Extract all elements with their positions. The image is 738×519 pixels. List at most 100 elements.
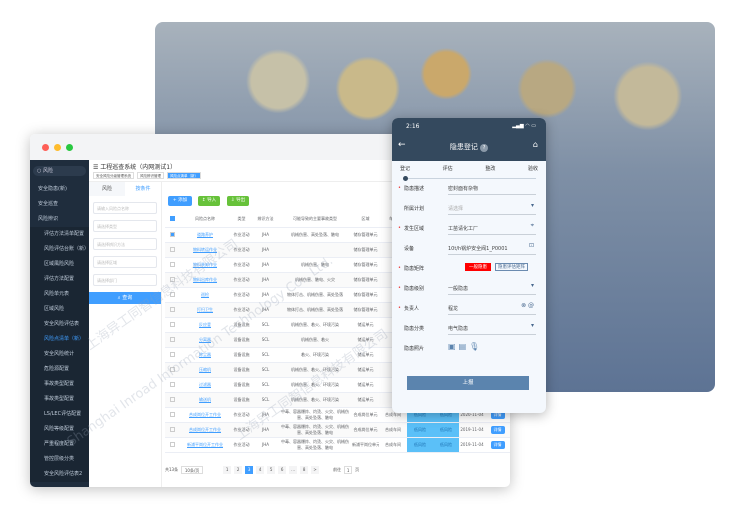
row-checkbox[interactable] [165,227,180,243]
risk-point-link[interactable]: 反应釜 [180,317,230,333]
risk-point-link[interactable]: 分离器 [180,332,230,348]
chevron-down-icon[interactable]: ▾ [530,322,534,329]
sidebar-item[interactable]: 风险等级配置 [30,422,89,437]
risk-point-link[interactable]: 合成岗位开工作业 [180,407,230,423]
sidebar-item[interactable]: 严重程度配置 [30,437,89,452]
page-size-select[interactable]: 10条/页 [181,466,204,474]
row-checkbox[interactable] [165,392,180,408]
detail-button[interactable]: 详情 [490,425,505,434]
filter-input[interactable]: 请选择区域 [93,256,157,268]
row-checkbox[interactable] [165,287,180,303]
filter-input[interactable]: 请输入风险点名称 [93,202,157,214]
field-input[interactable]: 密封面有杂物 [448,182,536,195]
row-checkbox[interactable] [165,272,180,288]
page-tab[interactable]: 风险点清单（新） [167,172,201,179]
risk-point-link[interactable]: 过滤器 [180,377,230,393]
page-button[interactable]: ... [289,466,298,474]
sidebar-item[interactable]: 安全风险评估表 [30,317,89,332]
sidebar-item[interactable]: 管控层级分类 [30,452,89,467]
video-add-icon[interactable]: ▤ [458,342,470,351]
chevron-down-icon[interactable]: ▾ [530,282,534,289]
page-tab[interactable]: 安全风险分级管理系统 [93,172,134,179]
row-checkbox[interactable] [165,302,180,318]
image-add-icon[interactable]: ▣ [448,342,459,351]
sidebar-item[interactable]: 安全隐患(新) [38,186,67,192]
filter-input[interactable]: 请选择部门 [93,274,157,286]
field-input[interactable]: 一般隐患 [448,282,536,295]
sidebar-item[interactable]: 区域風险风险 [30,257,89,272]
sidebar-item[interactable]: 安全风险统计 [30,347,89,362]
microphone-icon[interactable]: 🎙 [469,342,483,351]
page-tab[interactable]: 风险辨识管理 [137,172,164,179]
field-input[interactable]: 程龙 [448,302,536,315]
row-checkbox[interactable] [165,332,180,348]
risk-point-link[interactable]: 巡检 [180,287,230,303]
row-checkbox[interactable] [165,257,180,273]
page-button[interactable]: 5 [267,466,276,474]
scan-icon[interactable]: ⊡ [528,242,534,249]
sidebar-item[interactable]: LS/LEC评估配置 [30,407,89,422]
location-icon[interactable]: ⌖ [530,222,534,229]
query-button[interactable]: ⌕ 查询 [89,292,161,304]
sidebar-item[interactable]: 风险点清单（新） [30,332,89,347]
row-checkbox[interactable] [165,437,180,453]
row-checkbox[interactable] [165,347,180,363]
risk-point-link[interactable]: 合成岗位开工作业 [180,422,230,438]
filter-tab-condition[interactable]: 按条件 [125,182,161,196]
help-icon[interactable]: ? [480,144,489,152]
risk-point-link[interactable]: 新浦平岗位开工作业 [180,437,230,453]
field-input[interactable]: 工苗请化工厂 [448,222,536,235]
submit-button[interactable]: 上报 [407,376,529,390]
home-icon[interactable]: ⌂ [532,140,538,149]
risk-point-link[interactable]: 输送机 [180,392,230,408]
row-checkbox[interactable] [165,362,180,378]
filter-input[interactable]: 请选择类型 [93,220,157,232]
risk-point-link[interactable]: 物料转运作业 [180,242,230,258]
field-input[interactable]: 请选择 [448,202,536,215]
sidebar-item[interactable]: 评估方法清单配置 [30,227,89,242]
import-button[interactable]: ↥ 导入 [198,196,220,206]
sidebar-item[interactable]: 风险评估台账（新） [30,242,89,257]
row-checkbox[interactable] [165,317,180,333]
close-dot-icon[interactable] [42,144,49,151]
field-input[interactable]: 电气隐患 [448,322,536,335]
sidebar-item[interactable]: 事故类型配置 [30,392,89,407]
export-button[interactable]: ⇩ 导出 [227,196,249,206]
page-button[interactable]: 3 [245,466,254,474]
row-checkbox[interactable] [165,422,180,438]
risk-point-link[interactable]: 物料出库作业 [180,272,230,288]
risk-point-link[interactable]: 除尘器 [180,347,230,363]
risk-point-link[interactable]: 道路养护 [180,227,230,243]
sidebar-item[interactable]: 评估方法配置 [30,272,89,287]
back-arrow-icon[interactable]: ← [398,140,406,150]
sidebar-item[interactable]: 区域风险 [30,302,89,317]
sidebar-search[interactable]: ○ 风险 [33,166,86,176]
at-icon[interactable]: ⊗ @ [521,302,534,309]
sidebar-item[interactable]: 事故类型配置 [30,377,89,392]
risk-point-link[interactable]: 打扫卫生 [180,302,230,318]
page-button[interactable]: 4 [256,466,265,474]
maximize-dot-icon[interactable] [66,144,73,151]
row-checkbox[interactable] [165,407,180,423]
page-button[interactable]: 8 [300,466,309,474]
page-button[interactable]: > [311,466,320,474]
filter-tab-risk[interactable]: 风险 [101,186,112,192]
risk-point-link[interactable]: 压缩机 [180,362,230,378]
detail-button[interactable]: 详情 [490,440,505,449]
detail-button[interactable]: 详情 [490,410,505,419]
add-button[interactable]: + 添加 [168,196,192,206]
sidebar-item[interactable]: 风险辨识 [38,216,59,222]
sidebar-item[interactable]: 危险源配置 [30,362,89,377]
row-checkbox[interactable] [165,242,180,258]
chevron-down-icon[interactable]: ▾ [530,202,534,209]
sidebar-item[interactable]: 风险单元表 [30,287,89,302]
risk-point-link[interactable]: 物料装卸作业 [180,257,230,273]
field-input[interactable]: 10t/h锅炉安全阀1_P0001 [448,242,536,255]
matrix-button[interactable]: 隐患评估矩阵 [495,263,528,271]
select-all-checkbox[interactable] [165,212,180,228]
filter-input[interactable]: 请选择辨识方法 [93,238,157,250]
row-checkbox[interactable] [165,377,180,393]
page-button[interactable]: 6 [278,466,287,474]
page-button[interactable]: 1 [223,466,232,474]
page-button[interactable]: 2 [234,466,243,474]
